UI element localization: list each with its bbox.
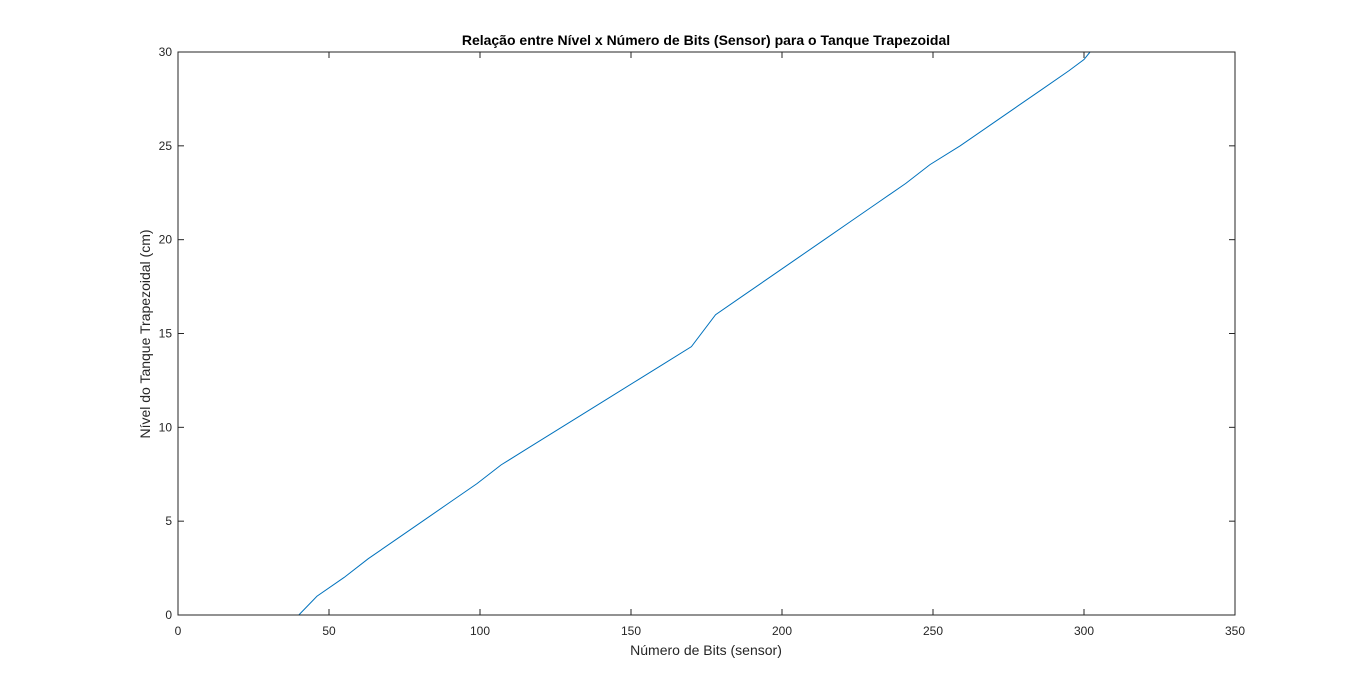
chart-title: Relação entre Nível x Número de Bits (Se… [462,32,950,48]
y-axis-label: Nível do Tanque Trapezoidal (cm) [137,229,153,438]
y-tick-label: 0 [165,608,172,622]
y-tick-label: 5 [165,514,172,528]
y-tick-label: 20 [159,233,173,247]
series-layer [298,51,1091,616]
x-tick-label: 150 [621,624,641,638]
x-tick-label: 250 [923,624,943,638]
x-tick-label: 50 [322,624,336,638]
y-tick-label: 30 [159,45,173,59]
x-axis-label: Número de Bits (sensor) [630,642,782,658]
y-axis-ticks: 0 5 10 15 20 25 30 [159,45,1235,622]
x-axis-ticks: 0 50 100 150 200 250 300 350 [175,52,1245,638]
x-tick-label: 350 [1225,624,1245,638]
y-tick-label: 10 [159,420,173,434]
x-tick-label: 200 [772,624,792,638]
series-line-1 [298,51,1091,616]
y-tick-label: 15 [159,327,173,341]
y-tick-label: 25 [159,139,173,153]
x-tick-label: 100 [470,624,490,638]
x-tick-label: 0 [175,624,182,638]
plot-area [178,52,1235,615]
x-tick-label: 300 [1074,624,1094,638]
